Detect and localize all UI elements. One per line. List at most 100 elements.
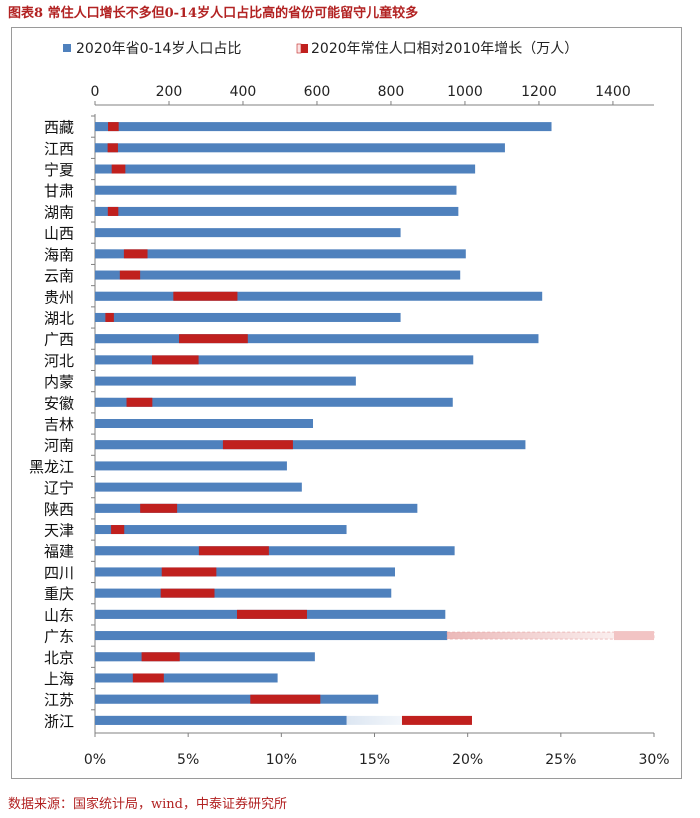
bottom-tick-label: 20% <box>452 752 483 768</box>
legend-swatch-growth-fade <box>296 43 302 54</box>
bars <box>95 122 655 725</box>
growth-bar <box>222 440 293 450</box>
category-label: 江西 <box>44 140 74 158</box>
share-bar <box>95 185 457 195</box>
category-label: 云南 <box>44 267 74 285</box>
growth-bar-fade <box>95 164 112 174</box>
share-bar <box>95 376 356 386</box>
growth-bar-fade <box>95 206 108 216</box>
share-bar <box>95 249 466 259</box>
category-label: 河南 <box>44 437 74 455</box>
category-label: 上海 <box>44 670 74 688</box>
growth-bar-fade <box>95 312 106 322</box>
share-bar <box>95 461 287 471</box>
growth-bar-fade <box>95 143 108 153</box>
top-tick-label: 1200 <box>521 84 557 100</box>
category-label: 河北 <box>44 352 74 370</box>
share-bar <box>95 567 395 577</box>
growth-bar <box>126 397 153 407</box>
category-label: 江苏 <box>44 691 74 709</box>
growth-bar <box>132 673 164 683</box>
growth-bar <box>107 206 119 216</box>
growth-bar <box>198 546 269 556</box>
growth-bar <box>173 291 238 301</box>
bottom-tick-label: 0% <box>84 752 106 768</box>
top-tick-label: 1000 <box>447 84 483 100</box>
top-tick-label: 800 <box>378 84 405 100</box>
bottom-tick-label: 5% <box>177 752 199 768</box>
growth-bar <box>160 588 215 598</box>
share-bar <box>95 673 278 683</box>
share-bar <box>95 122 552 132</box>
growth-bar-fade <box>95 694 251 704</box>
share-bar <box>95 228 401 238</box>
share-bar <box>95 503 418 513</box>
growth-bar <box>123 249 148 259</box>
growth-bar-fade <box>95 503 141 513</box>
growth-bar-fade <box>95 588 161 598</box>
growth-bar-fade <box>95 291 174 301</box>
growth-bar-fade <box>95 609 237 619</box>
growth-bar <box>119 270 141 280</box>
category-label: 安徽 <box>44 394 74 412</box>
growth-bar <box>108 122 119 132</box>
top-tick-label: 1400 <box>595 84 631 100</box>
growth-bar-fade <box>95 249 124 259</box>
share-bar <box>95 334 539 344</box>
growth-bar-fade <box>95 440 223 450</box>
growth-bar <box>105 312 114 322</box>
top-tick-label: 600 <box>304 84 331 100</box>
share-bar <box>95 206 459 216</box>
share-bar <box>95 525 347 535</box>
category-label: 黑龙江 <box>29 458 74 476</box>
top-tick-label: 400 <box>230 84 257 100</box>
category-label: 福建 <box>44 543 74 561</box>
category-label: 内蒙 <box>44 373 74 391</box>
source-note: 数据来源：国家统计局，wind，中泰证券研究所 <box>8 797 287 812</box>
growth-bar <box>250 694 321 704</box>
growth-bar-fade <box>95 631 448 641</box>
growth-bar <box>401 715 472 725</box>
share-bar <box>95 419 314 428</box>
category-label: 西藏 <box>44 119 74 137</box>
share-bar <box>95 143 505 153</box>
category-label: 贵州 <box>44 288 74 306</box>
category-label: 天津 <box>44 522 74 540</box>
category-label: 广东 <box>44 628 74 646</box>
growth-bar <box>141 652 180 662</box>
share-bar <box>95 270 461 280</box>
legend: 2020年省0-14岁人口占比 2020年常住人口相对2010年增长（万人） <box>63 41 578 57</box>
bottom-tick-label: 10% <box>266 752 297 768</box>
category-label: 四川 <box>44 564 74 582</box>
category-label: 重庆 <box>44 585 74 603</box>
legend-swatch-growth <box>301 44 308 53</box>
growth-bar-fade <box>95 270 120 280</box>
category-label: 浙江 <box>44 712 74 730</box>
growth-bar <box>179 334 248 344</box>
category-label: 广西 <box>44 331 74 349</box>
growth-bar-fade <box>95 122 109 132</box>
share-bar <box>95 482 302 492</box>
top-tick-label: 0 <box>91 84 100 100</box>
share-bar <box>95 652 315 662</box>
bottom-tick-label: 30% <box>638 752 669 768</box>
legend-swatch-share <box>63 44 71 52</box>
growth-bar-fade <box>95 397 127 407</box>
chart-title: 图表8 常住人口增长不多但0-14岁人口占比高的省份可能留守儿童较多 <box>8 6 419 21</box>
chart-frame <box>11 27 682 779</box>
share-bar <box>95 440 526 450</box>
category-label: 海南 <box>44 246 74 264</box>
growth-bar-fade <box>95 546 199 556</box>
growth-bar-fade <box>95 334 180 344</box>
growth-bar <box>236 609 307 619</box>
growth-bar-fade <box>95 355 152 365</box>
bottom-tick-label: 15% <box>359 752 390 768</box>
share-bar <box>95 312 401 322</box>
category-label: 辽宁 <box>44 479 74 497</box>
share-bar <box>95 546 455 556</box>
legend-label-growth: 2020年常住人口相对2010年增长（万人） <box>311 41 578 57</box>
growth-bar-fade <box>95 652 142 662</box>
growth-bar <box>111 525 125 535</box>
growth-bar-fade <box>95 525 112 535</box>
